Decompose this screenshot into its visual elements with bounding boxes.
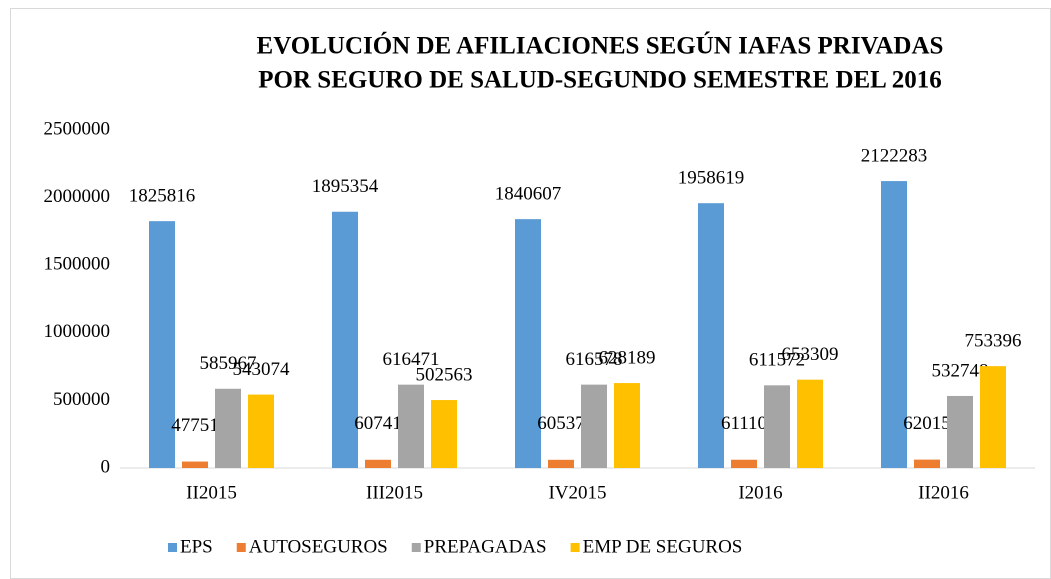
bar [248, 394, 274, 468]
bar [548, 459, 574, 468]
legend-label: PREPAGADAS [424, 536, 547, 557]
bar [515, 219, 541, 468]
data-label: 502563 [416, 364, 473, 385]
bar [797, 379, 823, 468]
bar [365, 459, 391, 468]
bar [215, 388, 241, 468]
bar [431, 400, 457, 468]
data-label: 653309 [782, 344, 839, 365]
x-tick-label: II2016 [918, 482, 969, 503]
chart-title: POR SEGURO DE SALUD-SEGUNDO SEMESTRE DEL… [258, 67, 941, 94]
legend-swatch [168, 543, 177, 552]
data-label: 61110 [721, 413, 767, 434]
bar [614, 383, 640, 468]
legend-swatch [236, 543, 246, 552]
y-tick-label: 2500000 [44, 118, 111, 139]
bar [881, 181, 907, 469]
bar [332, 211, 358, 468]
bar [581, 384, 607, 468]
bar [764, 385, 790, 468]
data-label: 47751 [171, 415, 219, 436]
bar [182, 461, 208, 468]
legend-label: EMP DE SEGUROS [583, 536, 743, 557]
data-label: 532748 [932, 360, 989, 381]
bar [698, 203, 724, 469]
legend-label: EPS [180, 536, 213, 557]
data-label: 616471 [383, 349, 440, 370]
x-tick-label: II2015 [186, 482, 237, 503]
y-tick-label: 1500000 [44, 254, 111, 275]
data-label: 1825816 [129, 186, 196, 207]
data-label: 62015 [903, 413, 951, 434]
data-label: 60537 [537, 413, 585, 434]
data-label: 616578 [566, 349, 623, 370]
bar [731, 459, 757, 468]
legend-swatch [570, 543, 580, 552]
y-tick-label: 500000 [53, 389, 110, 410]
x-tick-label: I2016 [738, 482, 782, 503]
data-label: 60741 [354, 413, 402, 434]
x-tick-label: IV2015 [548, 482, 606, 503]
bar [398, 384, 424, 468]
y-tick-label: 1000000 [44, 321, 111, 342]
legend-label: AUTOSEGUROS [249, 536, 388, 557]
x-tick-label: III2015 [366, 482, 423, 503]
bar [149, 221, 175, 468]
data-label: 2122283 [861, 145, 928, 166]
legend-swatch [411, 543, 421, 552]
bar [947, 395, 973, 468]
data-label: 753396 [965, 331, 1022, 352]
y-tick-label: 2000000 [44, 186, 111, 207]
data-label: 1895354 [312, 176, 379, 197]
data-label: 1958619 [678, 168, 745, 189]
data-label: 628189 [599, 347, 656, 368]
data-label: 611572 [749, 350, 805, 371]
bar [914, 459, 940, 468]
y-tick-label: 0 [101, 456, 111, 477]
bar [980, 366, 1006, 468]
chart-title: EVOLUCIÓN DE AFILIACIONES SEGÚN IAFAS PR… [257, 32, 944, 60]
data-label: 585967 [200, 353, 257, 374]
data-label: 1840607 [495, 184, 562, 205]
data-label: 543074 [233, 359, 291, 380]
